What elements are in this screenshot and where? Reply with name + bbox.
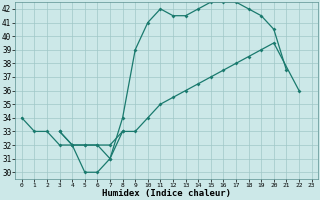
X-axis label: Humidex (Indice chaleur): Humidex (Indice chaleur) — [102, 189, 231, 198]
